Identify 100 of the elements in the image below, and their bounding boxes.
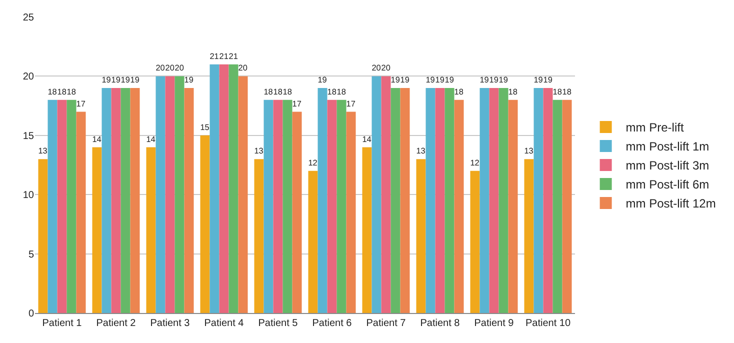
x-tick-label: Patient 2	[96, 318, 136, 329]
data-label: 19	[426, 76, 436, 85]
bar	[489, 88, 499, 313]
bar	[210, 64, 220, 313]
bar	[444, 88, 454, 313]
y-tick-label: 25	[22, 12, 34, 24]
data-label: 14	[362, 134, 372, 144]
data-label: 20	[381, 64, 391, 73]
data-label: 13	[38, 146, 48, 156]
data-label: 18	[508, 87, 518, 96]
bar	[318, 88, 328, 313]
data-label: 13	[416, 146, 426, 156]
bar	[524, 159, 534, 313]
bar	[76, 112, 86, 313]
bar	[390, 88, 400, 313]
data-label: 19	[534, 76, 544, 85]
data-label: 19	[400, 76, 410, 85]
data-label: 19	[120, 76, 130, 85]
x-tick-label: Patient 4	[204, 318, 244, 329]
data-label: 21	[228, 52, 238, 61]
data-label: 18	[264, 87, 274, 96]
data-label: 20	[165, 64, 175, 73]
bar	[400, 88, 410, 313]
data-label: 21	[210, 52, 220, 61]
data-label: 18	[562, 87, 572, 96]
data-label: 18	[57, 87, 67, 96]
x-tick-label: Patient 9	[474, 318, 514, 329]
bar	[200, 135, 210, 313]
data-label: 18	[273, 87, 283, 96]
data-label: 21	[219, 52, 229, 61]
bar	[470, 170, 480, 313]
bar	[346, 112, 356, 313]
legend-label: mm Post-lift 12m	[626, 196, 716, 211]
x-tick-label: Patient 1	[42, 318, 82, 329]
legend-label: mm Post-lift 3m	[626, 158, 710, 173]
data-label: 19	[111, 76, 121, 85]
bar	[498, 88, 508, 313]
data-label: 19	[184, 76, 194, 85]
bar	[146, 147, 156, 313]
data-label: 19	[480, 76, 490, 85]
bar	[48, 100, 58, 313]
y-tick-label: 0	[28, 308, 34, 320]
legend-label: mm Post-lift 6m	[626, 178, 710, 192]
data-label: 19	[444, 76, 454, 85]
bar	[165, 76, 175, 313]
bar	[238, 76, 248, 313]
bar	[219, 64, 229, 313]
bar	[156, 76, 166, 313]
data-label: 20	[174, 64, 184, 73]
x-tick-label: Patient 7	[366, 318, 406, 329]
bar	[552, 100, 562, 313]
data-label: 17	[292, 99, 302, 108]
y-tick-label: 15	[22, 130, 34, 142]
bar	[254, 159, 264, 313]
data-label: 12	[308, 158, 318, 168]
data-label: 18	[66, 87, 76, 96]
x-tick-label: Patient 6	[312, 318, 352, 329]
bar	[508, 100, 518, 313]
data-label: 18	[327, 87, 337, 96]
bar	[38, 159, 48, 313]
bar	[111, 88, 121, 313]
bar	[292, 112, 302, 313]
data-label: 15	[200, 122, 210, 132]
data-label: 18	[336, 87, 346, 96]
y-tick-label: 5	[28, 249, 34, 260]
bar	[534, 88, 544, 313]
data-label: 19	[102, 76, 112, 85]
data-label: 14	[92, 134, 102, 144]
bar	[454, 100, 464, 313]
bar	[362, 147, 372, 313]
data-label: 20	[372, 64, 382, 73]
x-tick-label: Patient 8	[420, 318, 460, 329]
bar	[174, 76, 184, 313]
data-label: 17	[76, 99, 86, 108]
data-label: 19	[318, 76, 328, 85]
x-tick-label: Patient 3	[150, 318, 190, 329]
data-label: 20	[156, 64, 166, 73]
bar	[66, 100, 76, 313]
bar	[372, 76, 382, 313]
legend-label: mm Pre-lift	[626, 120, 684, 135]
legend-label: mm Post-lift 1m	[626, 140, 710, 154]
data-label: 13	[254, 146, 264, 156]
bar	[308, 170, 318, 313]
data-label: 20	[238, 64, 248, 73]
bar	[130, 88, 140, 313]
bar	[264, 100, 274, 313]
bar	[416, 159, 426, 313]
bar	[327, 100, 337, 313]
data-label: 18	[282, 87, 292, 96]
bar	[120, 88, 130, 313]
y-tick-label: 20	[22, 72, 34, 83]
bar	[282, 100, 292, 313]
bar	[102, 88, 112, 313]
data-label: 18	[454, 87, 464, 96]
data-label: 19	[489, 76, 499, 85]
x-tick-label: Patient 5	[258, 318, 298, 329]
x-tick-label: Patient 10	[525, 318, 571, 329]
data-label: 19	[543, 76, 553, 85]
bar	[426, 88, 436, 313]
bar	[184, 88, 194, 313]
